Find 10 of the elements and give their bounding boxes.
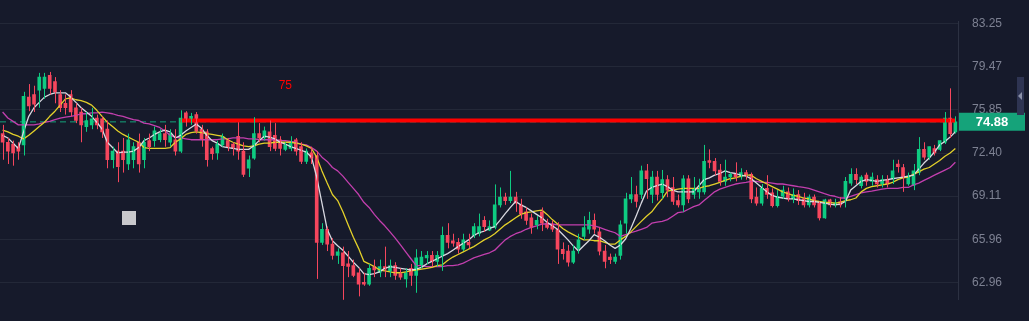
- candlestick: [362, 272, 366, 287]
- y-tick-label: 72.40: [972, 145, 1003, 160]
- y-tick-label: 75.85: [972, 102, 1003, 117]
- y-tick-label: 79.47: [972, 59, 1003, 74]
- y-tick-label: 83.25: [972, 16, 1003, 31]
- y-tick-label: 62.96: [972, 274, 1003, 289]
- y-tick-label: 65.96: [972, 231, 1003, 246]
- y-tick-label: 69.11: [972, 188, 1002, 203]
- text: 75: [278, 77, 293, 92]
- ref-line-label: 74.88: [975, 114, 1009, 130]
